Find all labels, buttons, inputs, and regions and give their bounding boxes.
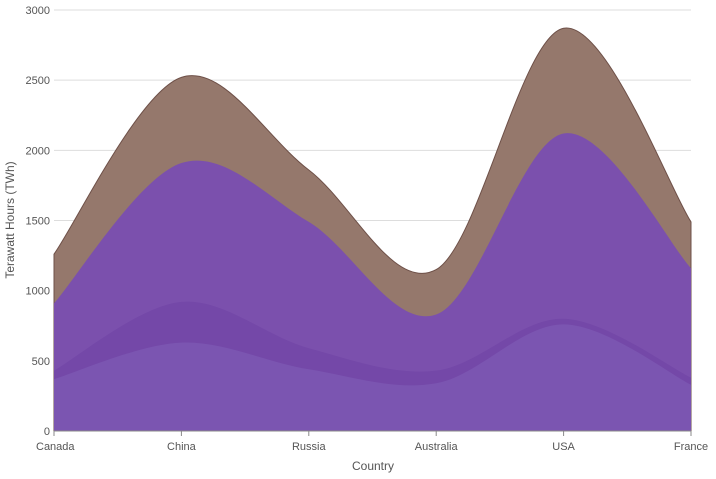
series-areas bbox=[53, 27, 692, 432]
y-tick-label: 2000 bbox=[26, 145, 50, 157]
x-tick-label-canada: Canada bbox=[36, 441, 75, 453]
y-tick-label: 2500 bbox=[26, 75, 50, 87]
y-tick-label: 0 bbox=[44, 426, 50, 438]
y-tick-label: 1000 bbox=[26, 286, 50, 298]
y-axis-ticks: 0 500 1000 1500 2000 2500 3000 bbox=[26, 5, 50, 438]
x-tick-label-russia: Russia bbox=[292, 441, 327, 453]
y-tick-label: 500 bbox=[32, 356, 50, 368]
x-axis-ticks: Canada China Russia Australia USA France bbox=[36, 431, 708, 453]
x-axis-title: Country bbox=[352, 459, 394, 473]
series-area-1 bbox=[54, 324, 691, 431]
x-tick-label-france: France bbox=[674, 441, 708, 453]
y-axis-title: Terawatt Hours (TWh) bbox=[3, 161, 17, 278]
x-tick-label-china: China bbox=[167, 441, 197, 453]
y-tick-label: 3000 bbox=[26, 5, 50, 17]
y-tick-label: 1500 bbox=[26, 216, 50, 228]
x-tick-label-australia: Australia bbox=[415, 441, 459, 453]
x-tick-label-usa: USA bbox=[552, 441, 575, 453]
